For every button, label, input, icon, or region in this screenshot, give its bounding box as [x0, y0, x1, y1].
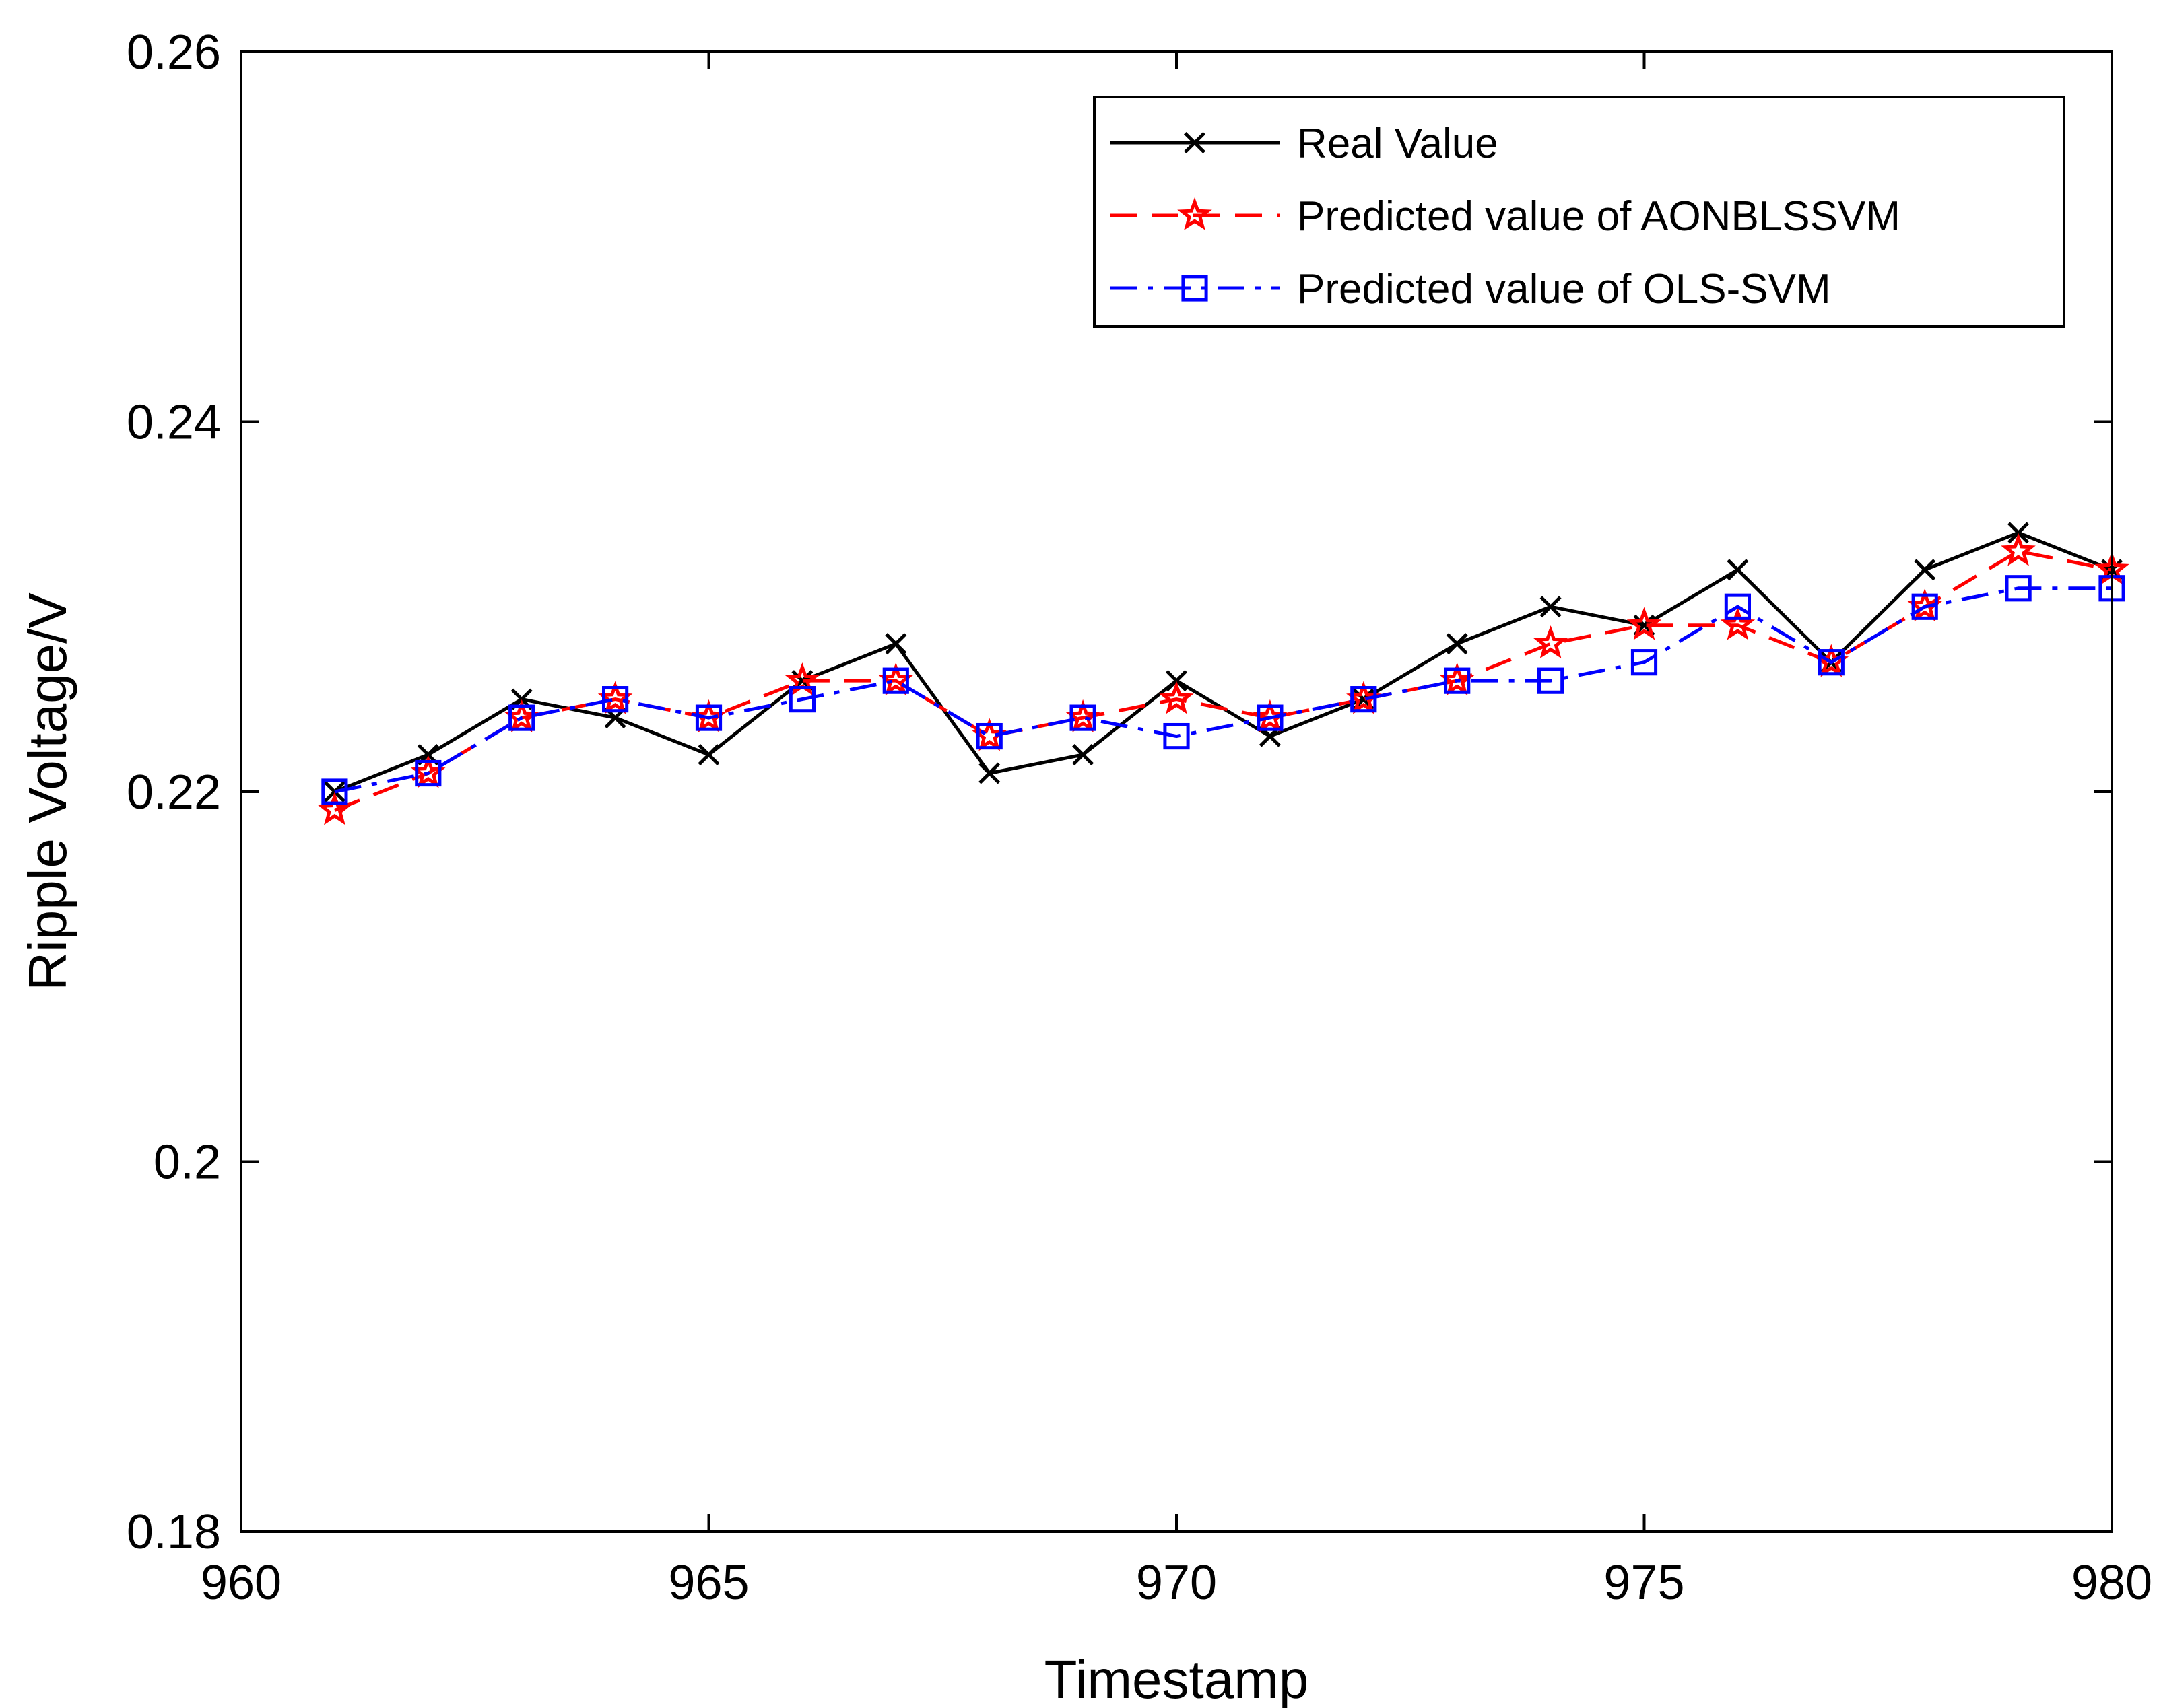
data-point	[1911, 593, 1938, 620]
data-point	[1914, 559, 1936, 581]
data-point	[882, 667, 909, 694]
data-point	[691, 699, 727, 732]
data-point	[508, 704, 535, 731]
legend-marker	[1177, 197, 1212, 230]
plot-area-frame	[240, 50, 2113, 1533]
legend-label: Predicted value of OLS-SVM	[1297, 266, 1831, 312]
x-tick-label: 975	[1603, 1556, 1684, 1610]
data-point	[1818, 649, 1845, 676]
legend: Real Value Predicted value of AONBLSSVM Pr…	[1093, 96, 2065, 328]
data-point	[1072, 744, 1094, 766]
legend-item-2: Predicted value of AONBLSSVM	[1110, 193, 1900, 240]
data-point	[1446, 633, 1468, 655]
legend-item-3: Predicted value of OLS-SVM	[1110, 266, 1831, 312]
data-point	[317, 792, 352, 825]
data-point	[1444, 667, 1471, 694]
data-point	[411, 755, 446, 788]
data-point	[1439, 662, 1475, 696]
data-point	[1727, 559, 1749, 581]
y-tick-label: 0.22	[127, 765, 221, 819]
data-point	[1163, 722, 1190, 750]
data-point	[2001, 533, 2036, 566]
legend-item-1: Real Value	[1110, 121, 1498, 167]
data-point	[976, 722, 1003, 750]
data-point	[885, 633, 907, 655]
data-point	[1630, 649, 1658, 676]
y-tick-label: 0.26	[127, 26, 221, 79]
data-point	[1069, 704, 1096, 731]
data-point	[1907, 588, 1943, 622]
x-axis-title: Timestamp	[1044, 1649, 1309, 1708]
x-tick-label: 970	[1136, 1556, 1217, 1610]
data-point	[1720, 607, 1756, 640]
series-3	[321, 575, 2125, 805]
data-point	[789, 686, 816, 713]
data-point	[1165, 670, 1188, 692]
data-point	[1159, 681, 1194, 714]
data-point	[602, 686, 629, 713]
legend-marker	[1181, 275, 1208, 302]
data-point	[321, 778, 348, 805]
data-point	[1724, 593, 1752, 620]
legend-items: Real Value Predicted value of AONBLSSVM Pr…	[1110, 121, 1900, 312]
legend-label: Predicted value of AONBLSSVM	[1297, 193, 1900, 240]
data-point	[1257, 704, 1284, 731]
y-axis-title: Ripple Voltage/V	[18, 592, 77, 991]
x-tick-label: 980	[2071, 1556, 2152, 1610]
data-point	[1350, 686, 1377, 713]
data-point	[972, 718, 1007, 751]
tick-labels: 960 965 970 975 980 0.18 0.2 0.22 0.24 0.26	[127, 26, 2152, 1610]
series-line	[334, 586, 2112, 794]
data-point	[1346, 681, 1381, 714]
data-point	[1626, 607, 1662, 640]
data-point	[504, 699, 539, 732]
plot-series	[317, 522, 2129, 825]
data-point	[1065, 699, 1100, 732]
y-tick-label: 0.2	[154, 1136, 221, 1190]
data-point	[1253, 699, 1288, 732]
legend-marker	[1183, 131, 1206, 154]
data-point	[597, 681, 633, 714]
data-point	[1537, 667, 1564, 694]
legend-label: Real Value	[1297, 121, 1498, 167]
y-tick-label: 0.18	[127, 1505, 221, 1559]
data-point	[978, 762, 1001, 784]
data-point	[1533, 625, 1568, 659]
data-point	[698, 744, 720, 766]
data-point	[2005, 575, 2032, 602]
data-point	[1539, 596, 1562, 618]
data-point	[2007, 522, 2030, 544]
data-point	[695, 704, 723, 731]
x-tick-label: 965	[668, 1556, 749, 1610]
series-line	[333, 549, 2113, 812]
y-tick-label: 0.24	[127, 396, 221, 450]
data-point	[415, 759, 442, 787]
x-tick-label: 960	[201, 1556, 281, 1610]
data-point	[878, 662, 914, 696]
